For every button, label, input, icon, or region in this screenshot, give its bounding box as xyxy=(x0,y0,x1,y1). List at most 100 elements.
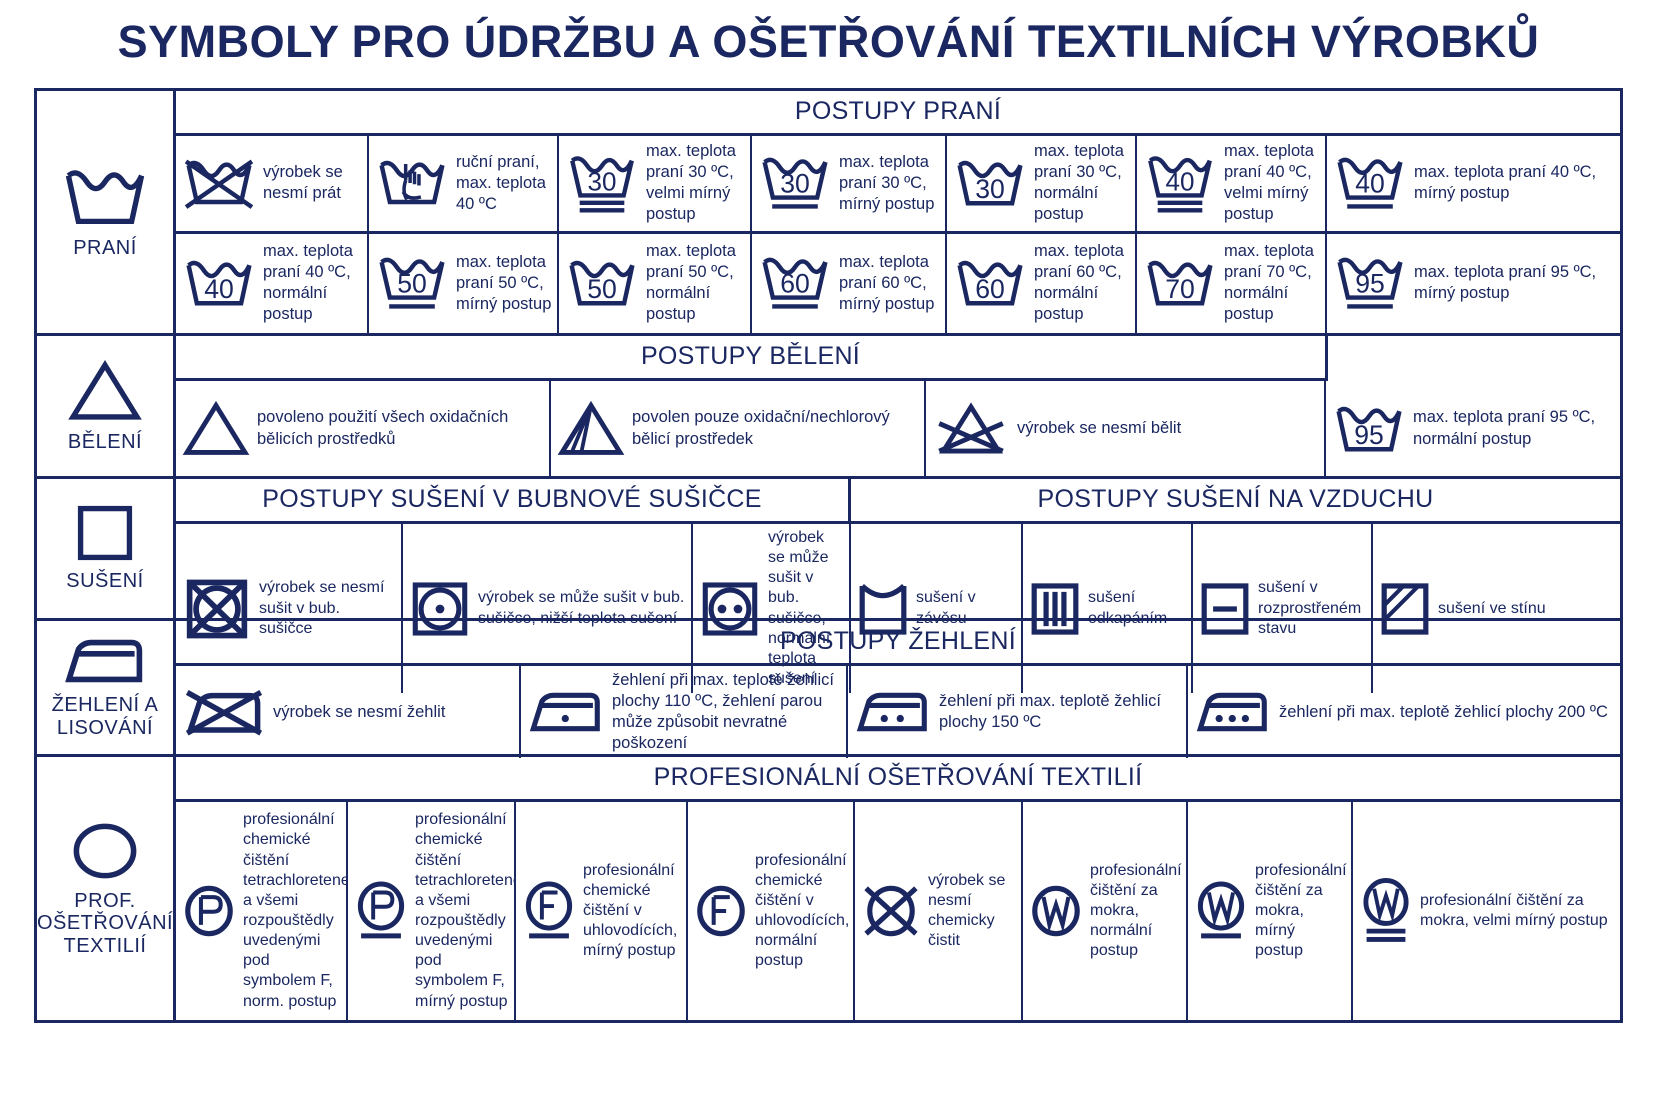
cell-text: max. teplota praní 40 ºC, normální postu… xyxy=(263,242,353,324)
cells-washing-2: 40 max. teplota praní 40 ºC, normální po… xyxy=(176,230,1620,333)
cell-text: ruční praní, max. teplota 40 ºC xyxy=(456,152,546,213)
table-cell: profesionální čištění za mokra, velmi mí… xyxy=(1353,802,1620,1020)
triangle-icon xyxy=(66,359,144,423)
cells-professional: profesionální chemické čištění tetrachlo… xyxy=(176,802,1620,1020)
wash-tub-icon xyxy=(59,165,151,229)
row-body-drying: POSTUPY SUŠENÍ V BUBNOVÉ SUŠIČCE POSTUPY… xyxy=(176,479,1620,694)
row-label-text: PRANÍ xyxy=(73,236,137,259)
dryclean-P-icon xyxy=(181,881,237,941)
svg-text:60: 60 xyxy=(975,274,1005,304)
svg-text:40: 40 xyxy=(204,274,234,304)
row-label-professional: PROF. OŠETŘOVÁNÍ TEXTILIÍ xyxy=(37,757,176,1020)
table-cell: 30 max. teplota praní 30 ºC, mírný postu… xyxy=(752,136,947,231)
table-cell: 50 max. teplota praní 50 ºC, normální po… xyxy=(559,233,752,333)
cell-text: max. teplota praní 30 ºC, velmi mírný po… xyxy=(646,142,736,224)
band-bleaching: POSTUPY BĚLENÍ xyxy=(176,336,1328,381)
cell-text: sušení odkapáním xyxy=(1088,589,1168,627)
svg-text:30: 30 xyxy=(975,174,1005,204)
table-row-ironing: ŽEHLENÍ A LISOVÁNÍ POSTUPY ŽEHLENÍ výrob… xyxy=(37,621,1620,759)
cell-text: sušení v závěsu xyxy=(916,589,976,627)
cells-drying: výrobek se nesmí sušit v bub. sušičce vý… xyxy=(176,524,1620,694)
table-cell: profesionální čištění za mokra, normální… xyxy=(1023,802,1188,1020)
table-cell: ruční praní, max. teplota 40 ºC xyxy=(369,136,559,231)
table-cell: profesionální chemické čištění tetrachlo… xyxy=(176,802,348,1020)
wash-50-icon: 50 xyxy=(564,255,640,311)
cell-text: max. teplota praní 30 ºC, mírný postup xyxy=(839,152,935,213)
cell-text: sušení ve stínu xyxy=(1438,599,1546,617)
cell-text: max. teplota praní 50 ºC, mírný postup xyxy=(456,252,552,313)
table-row-washing: PRANÍ POSTUPY PRANÍ výrobek se nesmí prá… xyxy=(37,91,1620,336)
table-cell: 40 max. teplota praní 40 ºC, normální po… xyxy=(176,233,369,333)
table-cell: výrobek se nesmí žehlit xyxy=(176,666,521,759)
table-cell: 50 max. teplota praní 50 ºC, mírný postu… xyxy=(369,233,559,333)
cell-text: max. teplota praní 50 ºC, normální postu… xyxy=(646,242,736,324)
cell-text: max. teplota praní 60 ºC, mírný postup xyxy=(839,252,935,313)
cell-text: výrobek se nesmí chemicky čistit xyxy=(928,871,1006,950)
cell-text: výrobek se nesmí prát xyxy=(263,163,343,203)
table-cell: výrobek se nesmí prát xyxy=(176,136,369,231)
table-cell: 30 max. teplota praní 30 ºC, velmi mírný… xyxy=(559,136,752,231)
cell-text: výrobek se nesmí sušit v bub. sušičce xyxy=(259,579,385,637)
wetclean-W-bar-icon xyxy=(1193,879,1249,943)
cell-text: max. teplota praní 95 ºC, mírný postup xyxy=(1414,263,1597,303)
row-label-bleaching: BĚLENÍ xyxy=(37,336,176,476)
table-cell: 95 max. teplota praní 95 ºC, normální po… xyxy=(1326,381,1620,476)
table-cell: 60 max. teplota praní 60 ºC, normální po… xyxy=(947,233,1137,333)
wash-30-single-bar-icon: 30 xyxy=(757,153,833,213)
cells-ironing: výrobek se nesmí žehlit žehlení při max.… xyxy=(176,666,1620,759)
svg-text:40: 40 xyxy=(1355,169,1385,199)
table-cell: 30 max. teplota praní 30 ºC, normální po… xyxy=(947,136,1137,231)
cell-text: max. teplota praní 60 ºC, normální postu… xyxy=(1034,242,1124,324)
cell-text: žehlení při max. teplotě žehlicí plochy … xyxy=(939,692,1161,732)
cell-text: povoleno použití všech oxidačních bělicí… xyxy=(257,408,509,448)
cell-text: max. teplota praní 40 ºC, mírný postup xyxy=(1414,163,1597,203)
wash-50-single-bar-icon: 50 xyxy=(374,253,450,313)
table-cell: žehlení při max. teplotě žehlicí plochy … xyxy=(1188,666,1620,758)
table-cell: 40 max. teplota praní 40 ºC, velmi mírný… xyxy=(1137,136,1327,231)
table-cell: profesionální chemické čištění tetrachlo… xyxy=(348,802,516,1020)
cell-text: žehlení při max. teplotě žehlicí plochy … xyxy=(612,671,834,753)
svg-text:95: 95 xyxy=(1355,269,1385,299)
cell-text: výrobek se může sušit v bub. sušičce, no… xyxy=(768,529,831,688)
cell-text: profesionální chemické čištění tetrachlo… xyxy=(243,811,346,1010)
wash-30-double-bar-icon: 30 xyxy=(564,152,640,214)
svg-text:30: 30 xyxy=(780,169,810,199)
dry-line-icon xyxy=(856,580,910,638)
cells-bleaching: povoleno použití všech oxidačních bělicí… xyxy=(176,381,1620,476)
care-symbols-table: PRANÍ POSTUPY PRANÍ výrobek se nesmí prá… xyxy=(34,88,1623,1023)
wash-60-single-bar-icon: 60 xyxy=(757,253,833,313)
iron-icon xyxy=(61,636,149,686)
dryclean-F-icon xyxy=(693,881,749,941)
dry-drip-icon xyxy=(1028,580,1082,638)
cell-text: žehlení při max. teplotě žehlicí plochy … xyxy=(1279,702,1608,721)
row-body-ironing: POSTUPY ŽEHLENÍ výrobek se nesmí žehlit xyxy=(176,621,1620,759)
svg-text:95: 95 xyxy=(1354,420,1384,450)
row-body-bleaching: POSTUPY BĚLENÍ povoleno použití všech ox… xyxy=(176,336,1620,476)
band-air-dry: POSTUPY SUŠENÍ NA VZDUCHU xyxy=(851,479,1620,524)
wash-hand-icon xyxy=(374,155,450,211)
band-row-ironing: POSTUPY ŽEHLENÍ xyxy=(176,621,1620,666)
wash-95-icon: 95 xyxy=(1331,401,1407,457)
table-cell: povoleno použití všech oxidačních bělicí… xyxy=(176,381,551,476)
cell-text: max. teplota praní 40 ºC, velmi mírný po… xyxy=(1224,142,1314,224)
row-body-washing: POSTUPY PRANÍ výrobek se nesmí prát xyxy=(176,91,1620,333)
row-label-ironing: ŽEHLENÍ A LISOVÁNÍ xyxy=(37,621,176,754)
wetclean-W-icon xyxy=(1028,881,1084,941)
iron-3dot-icon xyxy=(1193,687,1273,737)
dryclean-do-not-icon xyxy=(860,881,922,941)
wash-60-icon: 60 xyxy=(952,255,1028,311)
wash-do-not-icon xyxy=(181,155,257,211)
table-row-drying: SUŠENÍ POSTUPY SUŠENÍ V BUBNOVÉ SUŠIČCE … xyxy=(37,479,1620,694)
cell-text: max. teplota praní 70 ºC, normální postu… xyxy=(1224,242,1314,324)
table-cell: profesionální chemické čištění v uhlovod… xyxy=(516,802,688,1020)
cell-text: profesionální čištění za mokra, normální… xyxy=(1090,861,1182,960)
cell-text: profesionální čištění za mokra, mírný po… xyxy=(1255,861,1347,960)
dry-flat-icon xyxy=(1198,580,1252,638)
cell-text: profesionální chemické čištění v uhlovod… xyxy=(755,851,850,970)
svg-text:70: 70 xyxy=(1165,274,1195,304)
row-label-washing: PRANÍ xyxy=(37,91,176,333)
table-cell: sušení v závěsu xyxy=(851,524,1023,694)
svg-text:30: 30 xyxy=(588,167,617,197)
svg-text:60: 60 xyxy=(780,269,810,299)
wash-30-icon: 30 xyxy=(952,155,1028,211)
